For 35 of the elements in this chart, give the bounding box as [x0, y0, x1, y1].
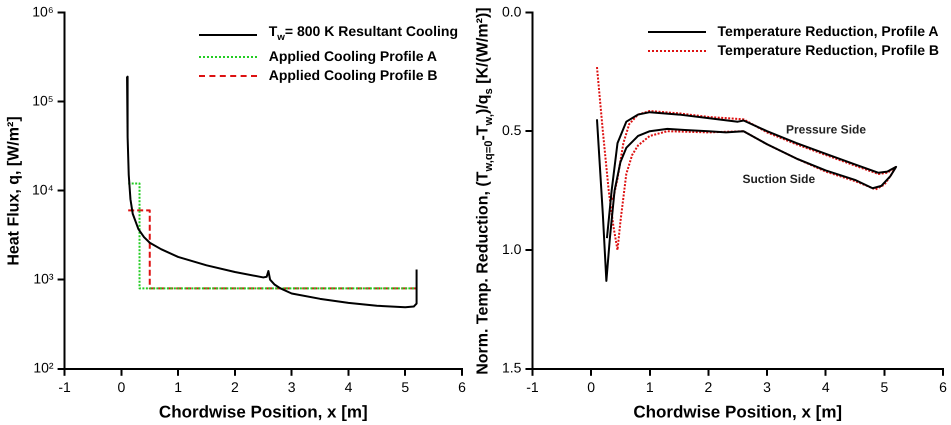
y-tick-label: 0.0 [502, 3, 522, 20]
x-tick-label: 3 [288, 379, 296, 396]
legend-label: T$_{w}$= 800 K Resultant Cooling [268, 22, 458, 46]
y-tick-label: 1.0 [502, 240, 522, 257]
x-tick-label: 5 [880, 379, 888, 396]
x-tick-label: 0 [117, 379, 126, 396]
x-tick-label: 2 [704, 379, 713, 396]
x-tick-label: 2 [231, 379, 240, 396]
y-tick-label: 0.5 [502, 122, 522, 138]
y-tick-label: 10² [33, 360, 54, 376]
y-tick-label: 10⁵ [32, 92, 54, 108]
x-axis-title: Chordwise Position, x [m] [633, 402, 842, 422]
x-tick-label: 1 [174, 379, 182, 396]
x-tick-label: -1 [58, 379, 72, 396]
x-tick-label: 0 [587, 379, 596, 396]
x-tick-label: 4 [344, 379, 353, 396]
x-tick-label: 1 [646, 379, 654, 396]
x-tick-label: 3 [763, 379, 772, 396]
x-tick-label: 4 [822, 379, 830, 396]
y-axis-title: Heat Flux, q, [W/m²] [5, 116, 24, 266]
annotation: Pressure Side [786, 122, 866, 136]
x-tick-label: 6 [939, 379, 948, 396]
y-tick-label: 1.5 [502, 360, 522, 376]
x-tick-label: 5 [401, 379, 410, 396]
x-axis-title: Chordwise Position, x [m] [158, 402, 368, 422]
legend-label: Applied Cooling Profile B [268, 66, 438, 86]
annotation: Suction Side [742, 172, 816, 186]
x-tick-label: -1 [526, 379, 539, 396]
y-tick-label: 10⁶ [32, 3, 54, 20]
legend-label: Temperature Reduction, Profile B [718, 41, 939, 60]
x-tick-label: 6 [458, 379, 466, 396]
legend-label: Temperature Reduction, Profile A [718, 22, 938, 42]
y-tick-label: 10⁴ [32, 181, 54, 198]
y-tick-label: 10³ [33, 270, 54, 287]
legend-label: Applied Cooling Profile A [268, 47, 437, 66]
